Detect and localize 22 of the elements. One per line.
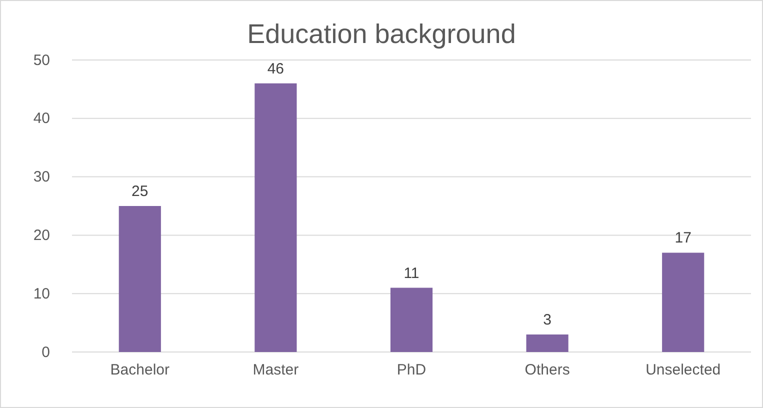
x-tick-label: Bachelor [110,362,170,379]
x-tick-label: Master [252,362,299,379]
bar [390,288,433,352]
y-tick-label: 50 [33,52,50,69]
bar [526,334,568,352]
data-label: 25 [132,183,148,200]
y-tick-label: 0 [42,344,50,361]
y-tick-label: 40 [33,110,50,128]
y-tick-label: 10 [33,285,50,302]
data-label: 17 [674,230,692,247]
x-tick-label: Unselected [646,362,721,379]
x-tick-label: PhD [396,362,426,379]
bar [254,83,297,352]
bar [662,252,704,352]
x-tick-label: Others [524,362,570,379]
y-tick-label: 20 [33,227,50,244]
y-tick-label: 30 [33,168,50,186]
data-label: 3 [543,311,552,328]
chart-title: Education background [247,19,516,49]
bar [118,206,161,352]
data-label: 46 [267,60,284,78]
data-label: 11 [404,264,420,282]
